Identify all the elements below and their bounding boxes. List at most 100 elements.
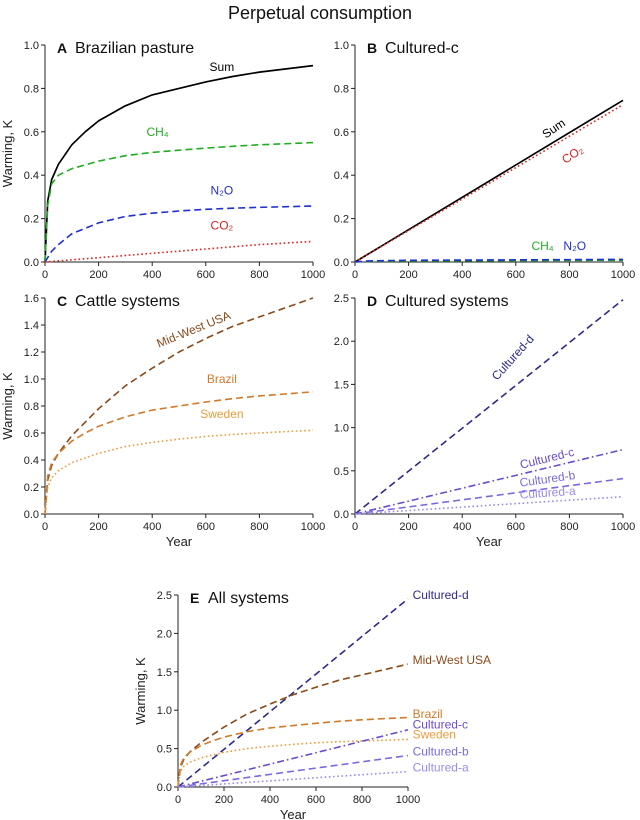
y-tick-label: 1.6 [24,293,39,305]
y-tick-label: 0.6 [24,428,39,440]
panel-d: 0.0 0.5 1.0 1.5 2.0 2.5 0 200 400 600 800 1000 D Cult… [334,293,636,549]
y-tick-label: 0.2 [24,482,39,494]
y-tick-label: 0.0 [334,257,349,269]
x-tick-label: 800 [560,521,578,533]
x-tick-label: 1000 [301,269,325,281]
y-axis-label: Warming, K [0,372,15,440]
series-cultured-a [177,770,409,788]
series-label: CO₂ [559,142,586,166]
series-cultured-d [354,299,624,515]
y-tick-label: 0.8 [334,83,349,95]
series-label: CH₄ [146,125,168,139]
x-tick-label: 200 [89,521,107,533]
panel-title: Cultured-c [385,40,459,57]
x-tick-label: 400 [261,794,279,806]
series-cultured-a [354,495,624,515]
x-tick-label: 600 [507,269,525,281]
series-label: Cultured-c [518,445,575,472]
x-tick-label: 1000 [301,521,325,533]
x-tick-label: 0 [42,521,48,533]
series-co2 [44,240,314,263]
x-tick-label: 600 [197,521,215,533]
x-tick-label: 200 [89,269,107,281]
series-cultured-c [177,729,409,788]
y-tick-label: 0.0 [24,509,39,521]
y-tick-label: 2.5 [334,293,349,305]
series-label: Cultured-a [413,761,469,775]
panel-title: Cattle systems [75,293,180,310]
panel-title: All systems [208,590,289,607]
series-label: Brazil [413,707,443,721]
series-sum [354,99,624,263]
series-label: CO₂ [211,218,234,232]
series-n2o [44,205,314,263]
panel-e: 0.0 0.5 1.0 1.5 2.0 2.5 0 200 400 600 800 1000 E All … [133,588,491,820]
series-label: Brazil [207,372,237,386]
series-label: Mid-West USA [155,308,233,350]
x-tick-label: 400 [143,521,161,533]
panel-title: Brazilian pasture [75,40,194,57]
x-tick-label: 0 [175,794,181,806]
series-label: Cultured-d [413,588,469,602]
x-tick-label: 600 [507,521,525,533]
series-cultured-b [177,754,409,788]
panel-a: 0.0 0.2 0.4 0.6 0.8 1.0 0 200 400 600 800 1000 A Braz… [0,40,325,281]
y-tick-label: 1.0 [24,374,39,386]
series-cultured-c [354,448,624,515]
series-label: Sum [540,116,568,141]
series-label: N₂O [563,239,586,253]
x-tick-label: 400 [453,269,471,281]
y-tick-label: 0.6 [24,127,39,139]
y-tick-label: 0.4 [24,170,39,182]
x-tick-label: 400 [453,521,471,533]
panel-letter: E [190,590,199,606]
y-tick-label: 0.0 [24,257,39,269]
y-tick-label: 2.5 [157,590,172,602]
panel-title: Cultured systems [385,293,509,310]
series-label: Cultured-b [413,745,469,759]
series-mid-west-usa [177,663,409,788]
x-tick-label: 1000 [611,521,635,533]
x-tick-label: 600 [307,794,325,806]
y-tick-label: 0.5 [334,466,349,478]
x-tick-label: 400 [143,269,161,281]
y-tick-label: 2.0 [157,628,172,640]
x-tick-label: 200 [399,269,417,281]
x-tick-label: 0 [42,269,48,281]
y-tick-label: 1.4 [24,320,39,332]
y-tick-label: 0.0 [334,509,349,521]
y-tick-label: 0.2 [334,214,349,226]
y-tick-label: 2.0 [334,336,349,348]
series-cultured-d [177,598,409,788]
series-label: Sweden [200,407,243,421]
series-ch4 [44,141,314,263]
y-tick-label: 0.4 [334,170,349,182]
series-co2 [354,104,624,263]
x-tick-label: 1000 [611,269,635,281]
x-axis-label: Year [476,534,503,549]
series-brazil [177,716,409,788]
x-tick-label: 200 [399,521,417,533]
panel-letter: C [57,293,67,309]
y-tick-label: 1.0 [157,705,172,717]
series-label: N₂O [211,184,234,198]
series-sweden [177,738,409,788]
series-sum [44,64,314,263]
x-axis-label: Year [280,807,307,820]
panel-c: 0.0 0.2 0.4 0.6 0.8 1.0 1.2 1.4 1.6 0 200 400 600 800… [0,293,325,549]
panel-letter: A [57,40,67,56]
panel-letter: D [367,293,377,309]
series-cultured-b [354,477,624,515]
series-label: Sum [210,60,235,74]
x-tick-label: 800 [250,521,268,533]
y-tick-label: 1.5 [334,379,349,391]
y-axis-label: Warming, K [0,119,15,187]
series-sweden [44,429,314,515]
x-tick-label: 0 [352,521,358,533]
y-tick-label: 1.0 [334,423,349,435]
x-tick-label: 800 [250,269,268,281]
y-tick-label: 0.8 [24,83,39,95]
series-label: Mid-West USA [413,653,491,667]
x-axis-label: Year [166,534,193,549]
